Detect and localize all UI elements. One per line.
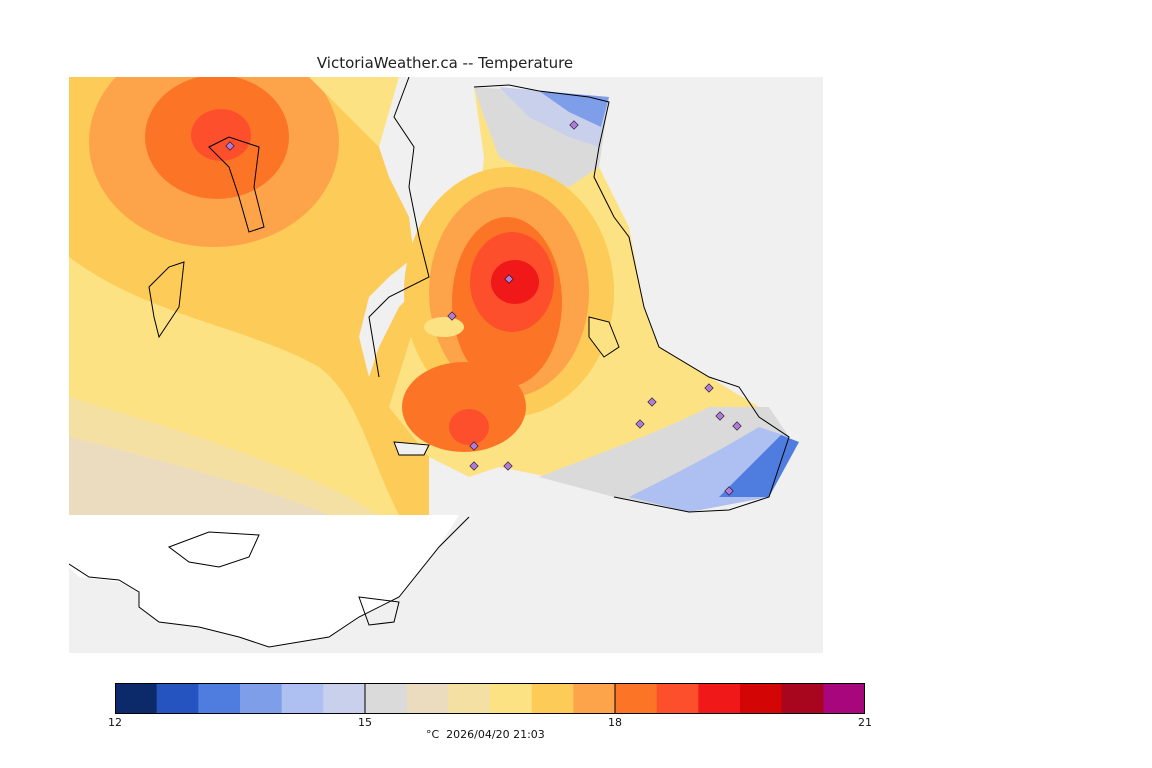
temperature-map — [69, 77, 823, 653]
legend-swatch — [323, 683, 366, 714]
station-marker[interactable] — [469, 461, 479, 471]
station-marker[interactable] — [724, 486, 734, 496]
legend-swatch — [823, 683, 865, 714]
legend-swatch — [198, 683, 241, 714]
station-marker[interactable] — [504, 274, 514, 284]
station-marker[interactable] — [732, 421, 742, 431]
legend-swatch — [281, 683, 324, 714]
legend-tick-label: 18 — [608, 716, 622, 729]
station-marker[interactable] — [469, 441, 479, 451]
legend-swatch — [656, 683, 699, 714]
legend-swatch — [156, 683, 199, 714]
station-markers — [225, 120, 742, 496]
station-marker[interactable] — [635, 419, 645, 429]
peninsula-coastline — [368, 77, 790, 513]
legend-swatch — [240, 683, 283, 714]
legend-swatch — [573, 683, 616, 714]
saanich-inlet — [359, 77, 469, 377]
legend-swatch — [448, 683, 491, 714]
station-marker[interactable] — [715, 411, 725, 421]
western-temperature-field — [69, 77, 429, 515]
chart-title: VictoriaWeather.ca -- Temperature — [316, 54, 574, 72]
station-marker[interactable] — [225, 141, 235, 151]
legend-swatch — [781, 683, 824, 714]
legend-swatch — [365, 683, 408, 714]
color-legend — [115, 683, 865, 714]
island-outline-1 — [588, 316, 620, 358]
legend-swatch — [740, 683, 783, 714]
legend-tick-label: 21 — [858, 716, 872, 729]
station-marker[interactable] — [447, 311, 457, 321]
unshaded-land — [69, 515, 459, 647]
station-marker[interactable] — [704, 383, 714, 393]
station-marker[interactable] — [503, 461, 513, 471]
legend-swatch — [698, 683, 741, 714]
legend-caption: °C 2026/04/20 21:03 — [426, 728, 545, 741]
legend-swatch — [490, 683, 533, 714]
peninsula-temperature-field — [389, 87, 799, 512]
station-marker[interactable] — [569, 120, 579, 130]
legend-tick-label: 12 — [108, 716, 122, 729]
lake-outline-1 — [208, 136, 265, 233]
island-outline-2 — [393, 441, 430, 456]
legend-swatch — [115, 683, 158, 714]
legend-swatch — [531, 683, 574, 714]
coastline — [69, 516, 470, 648]
lake-outline-2 — [148, 261, 185, 339]
station-marker[interactable] — [647, 397, 657, 407]
legend-tick-label: 15 — [358, 716, 372, 729]
legend-swatch — [615, 683, 658, 714]
legend-swatch — [406, 683, 449, 714]
